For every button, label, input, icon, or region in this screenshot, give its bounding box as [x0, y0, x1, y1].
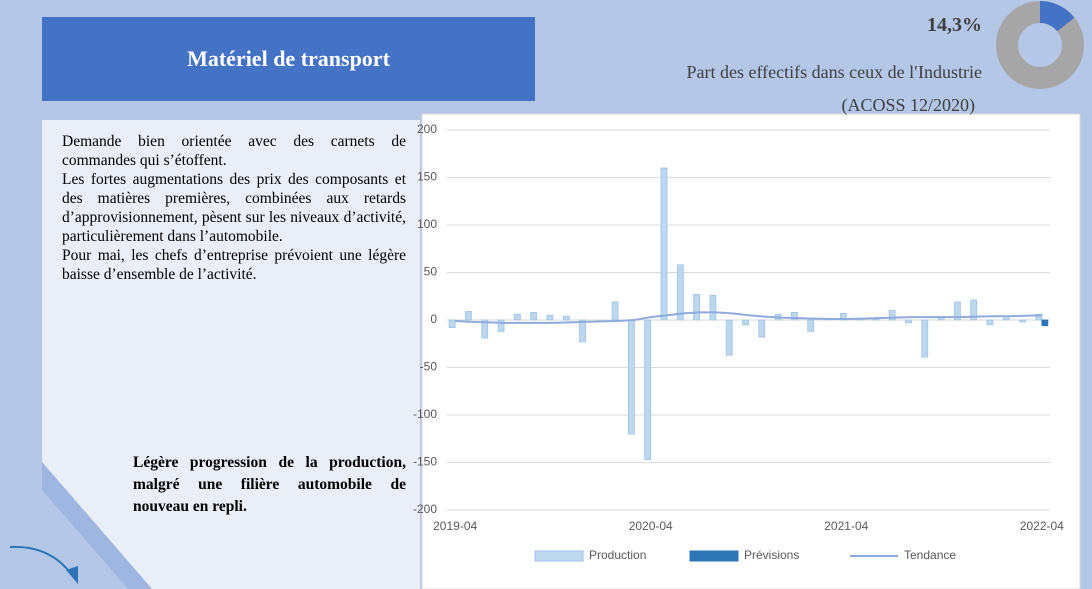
bar — [676, 264, 684, 321]
bar — [1041, 319, 1049, 327]
y-tick-label: -100 — [413, 407, 437, 421]
bar — [530, 311, 538, 321]
bar — [628, 319, 635, 435]
legend-label: Production — [589, 548, 646, 562]
bar — [742, 319, 749, 326]
bar — [693, 293, 701, 321]
bar — [644, 319, 652, 461]
bar — [758, 319, 766, 338]
bar — [1002, 317, 1010, 321]
bar — [562, 315, 570, 321]
conclusion: Légère progression de la production, mal… — [133, 454, 406, 515]
trend-line — [455, 311, 1042, 324]
text-panel-bg — [42, 120, 420, 589]
bar — [921, 319, 929, 358]
bar — [709, 294, 717, 321]
bar — [579, 319, 586, 343]
x-tick-label: 2019-04 — [433, 519, 477, 533]
legend-label: Tendance — [904, 548, 956, 562]
share-value: 14,3% — [927, 14, 982, 36]
bar — [807, 319, 815, 332]
y-tick-label: -50 — [420, 360, 438, 374]
y-tick-label: 150 — [417, 170, 437, 184]
bar — [448, 319, 456, 328]
x-tick-label: 2020-04 — [629, 519, 673, 533]
bar — [546, 314, 554, 321]
bar — [888, 310, 896, 321]
paragraph: Pour mai, les chefs d’entreprise prévoie… — [62, 247, 406, 283]
legend-swatch — [689, 550, 739, 562]
text: Demande bien orientée avec des carnets d… — [62, 132, 406, 284]
y-tick-label: 200 — [417, 122, 437, 136]
arrow-head — [66, 566, 78, 584]
bar — [953, 301, 961, 321]
y-tick-label: 50 — [424, 265, 438, 279]
title: Matériel de transport — [42, 17, 535, 101]
y-tick-label: -200 — [413, 502, 437, 516]
bar — [1019, 319, 1026, 323]
share-caption: Part des effectifs dans ceux de l′Indust… — [686, 62, 982, 82]
y-tick-label: -150 — [413, 455, 437, 469]
bar — [790, 311, 798, 321]
x-tick-label: 2022-04 — [1020, 519, 1064, 533]
share-source: (ACOSS 12/2020) — [841, 95, 975, 115]
bar — [481, 319, 489, 339]
paragraph: Les fortes augmentations des prix des co… — [62, 171, 406, 245]
bar — [1035, 313, 1043, 321]
bar — [465, 311, 472, 321]
legend-label: Prévisions — [744, 548, 799, 562]
panel-edge — [42, 462, 152, 589]
bar — [513, 313, 521, 321]
bar — [660, 167, 668, 321]
bar — [611, 301, 619, 321]
bar — [497, 319, 505, 332]
x-tick-label: 2021-04 — [824, 519, 868, 533]
y-tick-label: 0 — [430, 312, 437, 326]
bar — [905, 319, 912, 324]
paragraph: Demande bien orientée avec des carnets d… — [62, 133, 406, 169]
bar — [725, 319, 733, 356]
legend-swatch — [534, 550, 584, 562]
donut-slice — [1040, 1, 1075, 32]
bar — [970, 299, 978, 321]
y-tick-label: 100 — [417, 217, 437, 231]
bar — [986, 319, 994, 326]
